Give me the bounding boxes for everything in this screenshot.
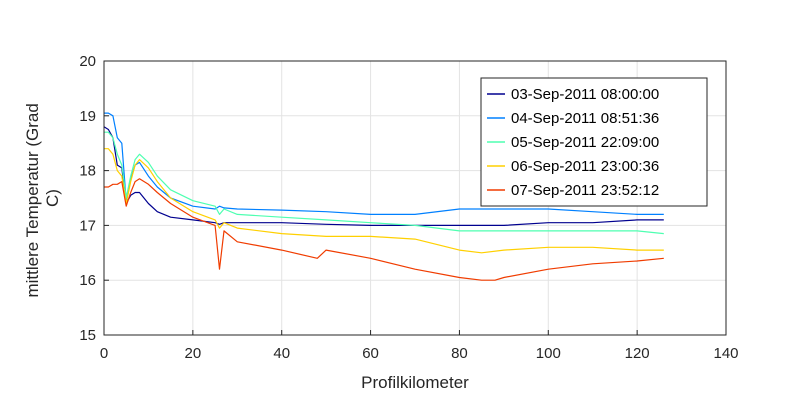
- legend-entry: 05-Sep-2011 22:09:00: [511, 134, 659, 151]
- y-tick-label: 18: [79, 163, 96, 180]
- series-line-4: [104, 148, 664, 254]
- y-tick-label: 19: [79, 108, 96, 125]
- x-tick-label: 0: [100, 345, 108, 362]
- legend-box: [480, 77, 708, 207]
- x-tick-label: 140: [713, 345, 738, 362]
- plot-area-border: [103, 60, 727, 336]
- legend-entry: 04-Sep-2011 08:51:36: [511, 110, 659, 127]
- series-lines: [103, 112, 664, 281]
- legend-entry: 03-Sep-2011 08:00:00: [511, 86, 659, 103]
- series-line-5: [104, 178, 664, 281]
- legend-entry: 06-Sep-2011 23:00:36: [511, 158, 659, 175]
- y-axis-label: mittlere Temperatur (Grad C): [23, 98, 62, 297]
- series-line-2: [104, 112, 664, 215]
- x-axis-label: Profilkilometer: [361, 373, 469, 392]
- x-tick-label: 120: [625, 345, 650, 362]
- series-line-3: [104, 131, 664, 235]
- y-tick-label: 16: [79, 272, 96, 289]
- x-tick-labels: 0 20 40 60 80 100 120 140: [100, 330, 739, 362]
- y-axis-label-line-2: C): [43, 189, 62, 207]
- x-tick-label: 60: [362, 345, 379, 362]
- y-axis-label-line-1: mittlere Temperatur (Grad: [23, 103, 42, 297]
- y-tick-labels: 15 16 17 18 19 20: [79, 53, 109, 344]
- x-tick-label: 40: [273, 345, 290, 362]
- y-tick-label: 17: [79, 217, 96, 234]
- y-tick-label: 20: [79, 53, 96, 70]
- y-tick-label: 15: [79, 327, 96, 344]
- legend-entry: 07-Sep-2011 23:52:12: [511, 182, 659, 199]
- legend: 03-Sep-2011 08:00:00 04-Sep-2011 08:51:36…: [480, 77, 708, 207]
- x-tick-label: 100: [536, 345, 561, 362]
- x-tick-label: 20: [185, 345, 202, 362]
- x-tick-label: 80: [451, 345, 468, 362]
